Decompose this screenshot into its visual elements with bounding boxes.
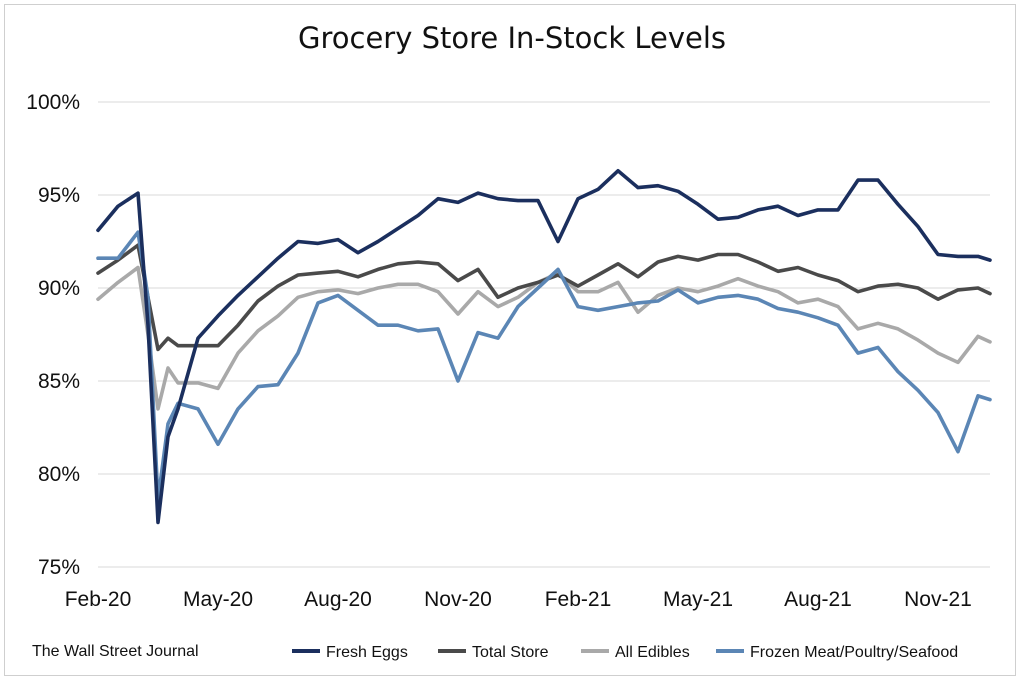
- series-line-fresh-eggs: [96, 169, 992, 525]
- legend-label: All Edibles: [615, 644, 690, 661]
- x-tick-label: Aug-21: [784, 588, 852, 611]
- y-axis-ticks: 100% 95% 90% 85% 80% 75%: [26, 91, 80, 579]
- x-tick-label: Nov-20: [424, 588, 492, 611]
- series-line-frozen-meat-poultry-seafood: [96, 230, 992, 502]
- source-label: The Wall Street Journal: [32, 643, 199, 660]
- y-tick-label: 90%: [38, 277, 80, 300]
- x-tick-label: Aug-20: [304, 588, 372, 611]
- legend-label: Fresh Eggs: [326, 644, 408, 661]
- series-line-all-edibles: [96, 265, 992, 411]
- grid-lines: [98, 101, 990, 568]
- x-tick-label: May-21: [663, 588, 733, 611]
- y-tick-label: 85%: [38, 370, 80, 393]
- x-tick-label: Feb-21: [545, 588, 612, 611]
- x-tick-label: Nov-21: [904, 588, 972, 611]
- chart-frame: [4, 4, 1016, 676]
- x-tick-label: Feb-20: [65, 588, 132, 611]
- series-lines: [96, 169, 992, 525]
- chart-title: Grocery Store In-Stock Levels: [298, 21, 726, 55]
- y-tick-label: 100%: [26, 91, 80, 114]
- legend-label: Total Store: [472, 644, 549, 661]
- legend: Fresh Eggs Total Store All Edibles Frozen M…: [292, 644, 958, 661]
- x-axis-ticks: Feb-20 May-20 Aug-20 Nov-20 Feb-21 May-21 Aug-…: [65, 588, 972, 611]
- series-line-total-store: [96, 243, 992, 352]
- y-tick-label: 80%: [38, 463, 80, 486]
- legend-label: Frozen Meat/Poultry/Seafood: [750, 644, 958, 661]
- y-tick-label: 75%: [38, 556, 80, 579]
- x-tick-label: May-20: [183, 588, 253, 611]
- y-tick-label: 95%: [38, 184, 80, 207]
